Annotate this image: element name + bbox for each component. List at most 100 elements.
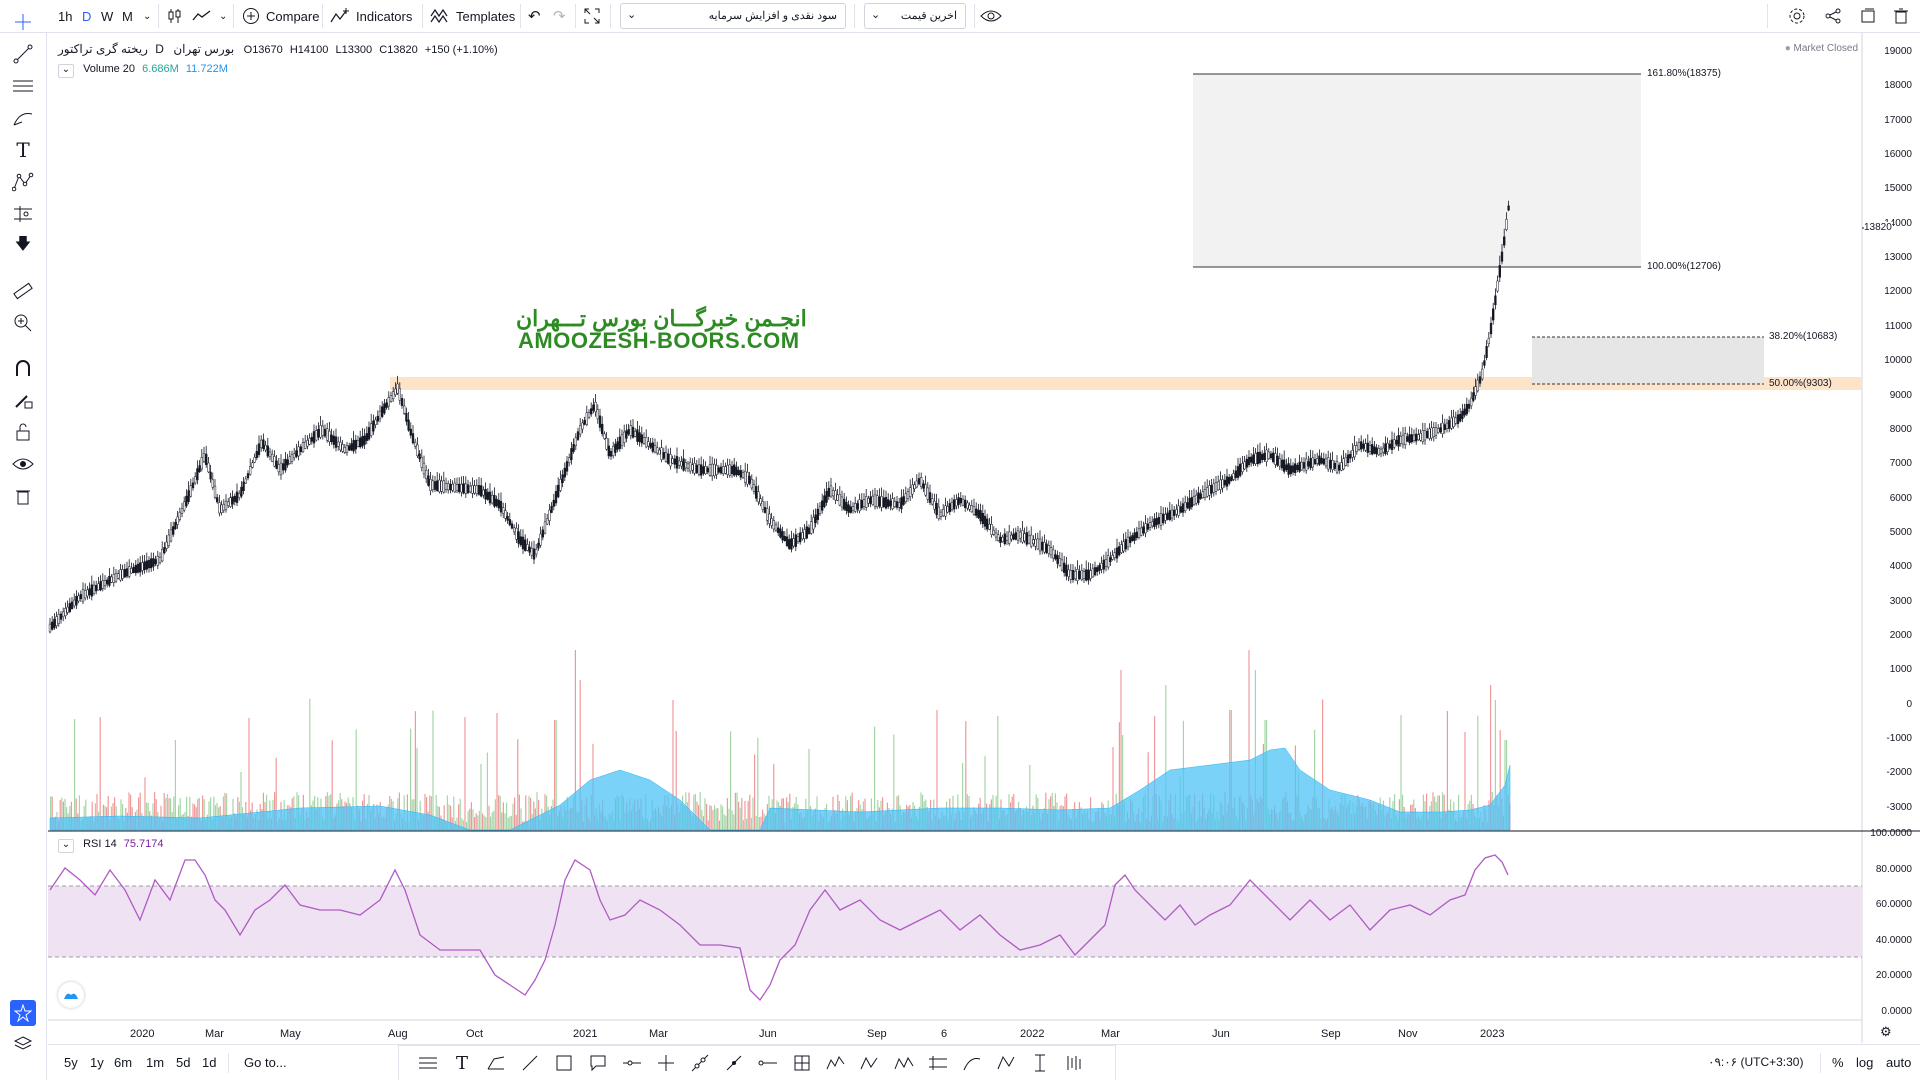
volume-bar	[165, 797, 167, 830]
zoom-icon[interactable]	[10, 310, 36, 336]
range-1y[interactable]: 1y	[90, 1055, 104, 1070]
star-icon[interactable]	[10, 1000, 36, 1026]
fib-retracement-icon[interactable]	[789, 1050, 815, 1076]
layers-icon[interactable]	[10, 1031, 36, 1057]
interval-m[interactable]: M	[122, 8, 133, 24]
gear-icon[interactable]: ⚙	[1880, 1024, 1892, 1039]
volume-bar	[502, 802, 504, 830]
interval-1h[interactable]: 1h	[58, 8, 73, 24]
candle-body	[458, 483, 461, 493]
chevron-down-icon[interactable]: ⌄	[219, 10, 228, 22]
gear-icon[interactable]	[1788, 0, 1806, 32]
xabcd-pattern-icon[interactable]	[891, 1050, 917, 1076]
pattern-icon[interactable]	[10, 169, 36, 195]
candle-body	[1003, 533, 1006, 545]
interval-w[interactable]: W	[101, 8, 114, 24]
callout-icon[interactable]	[585, 1050, 611, 1076]
collapse-chevron-icon[interactable]: ⌄	[58, 64, 74, 78]
timezone-label[interactable]: ۰۹:۰۶ (UTC+3:30)	[1708, 1055, 1804, 1069]
ruler-icon[interactable]	[10, 278, 36, 304]
crosshair-icon[interactable]	[10, 9, 36, 35]
candle-body	[537, 542, 540, 549]
abcd-pattern-icon[interactable]	[857, 1050, 883, 1076]
unlock-icon[interactable]	[10, 419, 36, 445]
goto-button[interactable]: Go to...	[244, 1055, 287, 1070]
indicators-button[interactable]: Indicators	[330, 0, 412, 32]
range-1m[interactable]: 1m	[146, 1055, 165, 1070]
cross-line-icon[interactable]	[653, 1050, 679, 1076]
ray-icon[interactable]	[619, 1050, 645, 1076]
candle-body	[722, 466, 725, 474]
eye-icon[interactable]	[10, 451, 36, 477]
text-tool-icon[interactable]: T	[16, 138, 30, 162]
templates-button[interactable]: Templates	[430, 0, 515, 32]
collapse-chevron-icon[interactable]: ⌄	[58, 839, 74, 853]
interval-d[interactable]: D	[82, 8, 92, 24]
snapshot-icon[interactable]	[1860, 0, 1876, 32]
prediction-icon[interactable]	[10, 201, 36, 227]
candle-body	[1406, 436, 1409, 442]
brush-icon[interactable]	[959, 1050, 985, 1076]
fib-zone-upper[interactable]	[1193, 74, 1641, 267]
range-1d[interactable]: 1d	[202, 1055, 217, 1070]
measure-icon[interactable]	[1027, 1050, 1053, 1076]
volume-bar	[554, 720, 556, 830]
trash-icon[interactable]	[10, 483, 36, 509]
candle-body	[596, 409, 599, 420]
trend-line-icon[interactable]	[517, 1050, 543, 1076]
line-chart-icon[interactable]	[192, 0, 212, 32]
brush-icon[interactable]	[10, 105, 36, 131]
range-6m[interactable]: 6m	[114, 1055, 133, 1070]
resistance-zone[interactable]	[390, 377, 1862, 390]
extended-line-icon[interactable]	[687, 1050, 713, 1076]
candle-body	[906, 491, 910, 499]
volume-bar	[114, 797, 116, 830]
candle-body	[990, 524, 993, 535]
logo-icon[interactable]	[58, 982, 84, 1008]
price-source-dropdown[interactable]: ⌄ اخرین قیمت	[864, 3, 966, 29]
info-line-icon[interactable]	[721, 1050, 747, 1076]
undo-icon[interactable]: ↶	[528, 8, 541, 25]
trend-line-icon[interactable]	[10, 41, 36, 67]
dividends-dropdown[interactable]: ⌄ سود نقدی و افزایش سرمایه	[620, 3, 846, 29]
symbol-legend[interactable]: ریخته گری تراکتور D بورس تهران O13670 H1…	[58, 42, 498, 56]
fullscreen-icon[interactable]	[584, 0, 600, 32]
lock-drawings-icon[interactable]	[10, 387, 36, 413]
eye-icon[interactable]	[980, 0, 1002, 32]
text-tool-icon[interactable]: T	[455, 1052, 468, 1074]
candle-body	[370, 423, 373, 436]
redo-icon[interactable]: ↷	[553, 8, 566, 25]
volume-legend[interactable]: ⌄ Volume 20 6.686M 11.722M	[58, 63, 228, 78]
elliott-wave-icon[interactable]	[823, 1050, 849, 1076]
candle-style-icon[interactable]	[166, 0, 184, 32]
fib-zone-lower[interactable]	[1532, 337, 1764, 384]
log-toggle[interactable]: log	[1856, 1055, 1874, 1070]
candle-body	[477, 485, 481, 495]
horizontal-lines-icon[interactable]	[10, 73, 36, 99]
chevron-down-icon[interactable]: ⌄	[143, 10, 152, 22]
path-icon[interactable]	[483, 1050, 509, 1076]
compare-button[interactable]: Compare	[242, 0, 319, 32]
candle-body	[1188, 497, 1191, 510]
horizontal-ray-icon[interactable]	[755, 1050, 781, 1076]
rsi-legend[interactable]: ⌄ RSI 14 75.7174	[58, 838, 164, 853]
bars-pattern-icon[interactable]	[1061, 1050, 1087, 1076]
percent-toggle[interactable]: %	[1832, 1055, 1844, 1070]
auto-toggle[interactable]: auto	[1886, 1055, 1912, 1070]
candle-body	[653, 445, 657, 453]
candle-body	[1012, 533, 1015, 540]
arrow-down-icon[interactable]: 🡇	[14, 235, 32, 253]
horizontal-lines-icon[interactable]	[415, 1050, 441, 1076]
candle-body	[152, 558, 155, 567]
parallel-channel-icon[interactable]	[925, 1050, 951, 1076]
range-5y[interactable]: 5y	[64, 1055, 78, 1070]
range-5d[interactable]: 5d	[176, 1055, 191, 1070]
magnet-icon[interactable]	[10, 355, 36, 381]
pattern-icon[interactable]	[993, 1050, 1019, 1076]
candle-body	[1177, 505, 1180, 516]
share-icon[interactable]	[1825, 0, 1841, 32]
trash-icon[interactable]	[1894, 0, 1908, 32]
rectangle-icon[interactable]	[551, 1050, 577, 1076]
candle-body	[818, 506, 822, 514]
